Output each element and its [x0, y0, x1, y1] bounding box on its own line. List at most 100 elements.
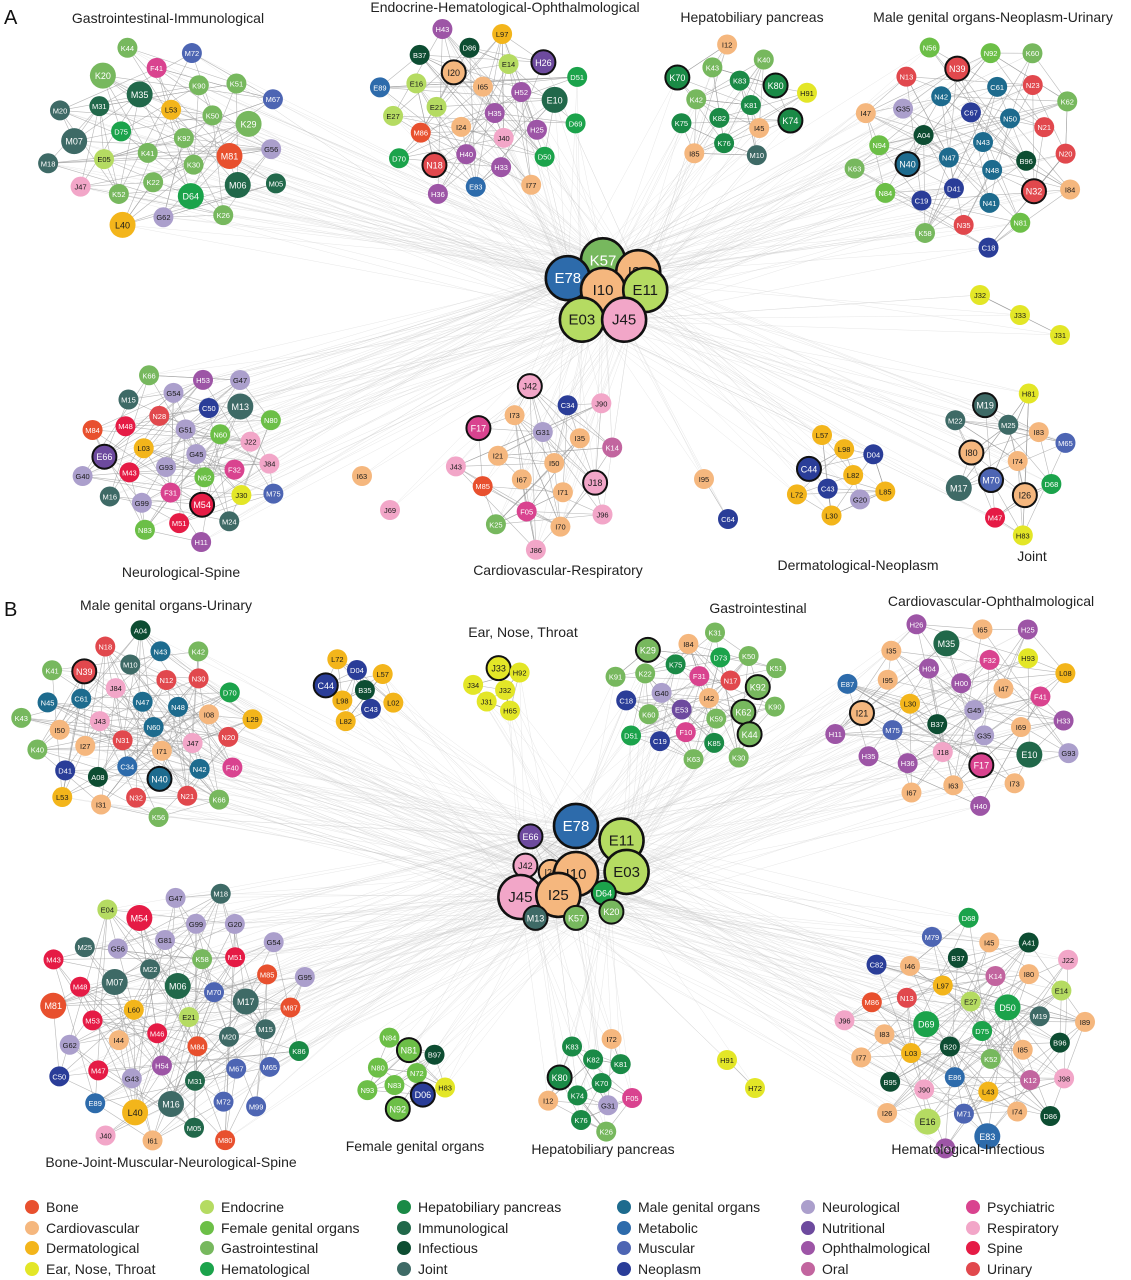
disease-node[interactable]: L98 [834, 439, 855, 460]
disease-node[interactable]: F17 [968, 752, 995, 779]
disease-node[interactable]: I73 [504, 405, 525, 426]
disease-node[interactable]: H11 [191, 532, 212, 553]
disease-node[interactable]: K81 [740, 95, 761, 115]
disease-node[interactable]: I42 [698, 688, 719, 708]
disease-node[interactable]: H53 [193, 369, 214, 390]
disease-node[interactable]: N31 [112, 730, 133, 751]
disease-node[interactable]: D68 [958, 907, 979, 928]
disease-node[interactable]: E21 [426, 96, 447, 117]
disease-node[interactable]: G81 [155, 930, 176, 951]
disease-node[interactable]: I70 [550, 516, 571, 537]
disease-node[interactable]: J40 [493, 127, 514, 148]
disease-node[interactable]: M25 [998, 414, 1019, 435]
disease-node[interactable]: F05 [516, 501, 537, 522]
disease-node[interactable]: D70 [219, 682, 240, 703]
disease-node[interactable]: M84 [82, 419, 103, 440]
disease-node[interactable]: J22 [240, 431, 261, 452]
disease-node[interactable]: G93 [1058, 743, 1079, 764]
disease-node[interactable]: D50 [534, 146, 555, 167]
disease-node[interactable]: K31 [705, 622, 726, 643]
disease-node[interactable]: N13 [896, 66, 917, 87]
disease-node[interactable]: N18 [95, 636, 116, 657]
disease-node[interactable]: M17 [232, 988, 259, 1015]
disease-node[interactable]: I95 [694, 469, 714, 489]
disease-node[interactable]: L40 [122, 1099, 149, 1126]
disease-node[interactable]: J69 [380, 500, 400, 520]
disease-node[interactable]: K83 [729, 70, 750, 91]
disease-node[interactable]: G45 [964, 700, 985, 720]
disease-node[interactable]: M72 [181, 43, 202, 64]
disease-node[interactable]: K29 [235, 110, 262, 137]
disease-node[interactable]: G56 [261, 139, 282, 160]
disease-node[interactable]: I08 [198, 704, 219, 725]
disease-node[interactable]: D86 [1040, 1106, 1061, 1127]
disease-node[interactable]: M16 [99, 486, 120, 507]
disease-node[interactable]: A04 [130, 620, 151, 641]
disease-node[interactable]: E21 [178, 1007, 199, 1027]
disease-node[interactable]: M81 [40, 992, 67, 1019]
disease-node[interactable]: K25 [485, 514, 506, 535]
disease-node[interactable]: M19 [972, 392, 999, 419]
disease-node[interactable]: I44 [108, 1030, 129, 1051]
disease-node[interactable]: H52 [511, 81, 532, 102]
disease-node[interactable]: H25 [526, 119, 547, 140]
disease-node[interactable]: M16 [157, 1090, 184, 1117]
disease-node[interactable]: M81 [216, 142, 243, 169]
disease-node[interactable]: J96 [592, 504, 613, 525]
disease-node[interactable]: G35 [893, 98, 914, 119]
disease-node[interactable]: K90 [188, 75, 209, 96]
disease-node[interactable]: K82 [709, 107, 730, 128]
disease-node[interactable]: I50 [49, 719, 70, 740]
disease-node[interactable]: I63 [943, 775, 964, 796]
disease-node[interactable]: M06 [164, 972, 191, 999]
disease-node[interactable]: C34 [117, 756, 138, 777]
disease-node[interactable]: I26 [1011, 482, 1038, 509]
disease-node[interactable]: K29 [634, 636, 661, 663]
disease-node[interactable]: N47 [938, 147, 959, 168]
disease-node[interactable]: J33 [1010, 305, 1030, 325]
disease-node[interactable]: G35 [974, 725, 995, 746]
disease-node[interactable]: E89 [369, 77, 390, 98]
disease-node[interactable]: M86 [410, 122, 431, 143]
disease-node[interactable]: I46 [900, 955, 921, 976]
disease-node[interactable]: M24 [219, 511, 240, 532]
disease-node[interactable]: H26 [530, 49, 557, 76]
disease-node[interactable]: N21 [177, 785, 198, 806]
disease-node[interactable]: C19 [649, 731, 670, 752]
disease-node[interactable]: D51 [621, 725, 642, 746]
disease-node[interactable]: H83 [1012, 525, 1033, 546]
disease-node[interactable]: F32 [979, 649, 1000, 670]
disease-node[interactable]: G45 [186, 444, 207, 464]
disease-node[interactable]: N35 [953, 214, 974, 235]
disease-node[interactable]: M31 [185, 1070, 206, 1091]
disease-node[interactable]: B35 [354, 680, 375, 700]
disease-node[interactable]: M43 [119, 462, 140, 483]
disease-node[interactable]: K91 [605, 666, 626, 687]
disease-node[interactable]: K56 [148, 806, 169, 827]
disease-node[interactable]: M07 [61, 128, 88, 155]
disease-node[interactable]: D41 [55, 760, 76, 781]
disease-node[interactable]: N83 [384, 1075, 405, 1096]
disease-node[interactable]: N42 [189, 758, 210, 779]
disease-node[interactable]: B37 [947, 947, 968, 968]
disease-node[interactable]: M85 [472, 476, 493, 497]
disease-node[interactable]: D50 [994, 994, 1021, 1021]
disease-node[interactable]: H91 [796, 82, 817, 103]
disease-node[interactable]: F31 [689, 666, 710, 687]
disease-node[interactable]: F32 [224, 459, 245, 480]
disease-node[interactable]: M84 [187, 1036, 208, 1057]
disease-node[interactable]: C43 [360, 698, 381, 719]
disease-node[interactable]: M22 [945, 410, 966, 431]
disease-node[interactable]: L82 [843, 465, 864, 485]
disease-node[interactable]: M06 [224, 172, 251, 199]
disease-node[interactable]: B37 [927, 714, 948, 735]
disease-node[interactable]: N43 [150, 641, 171, 662]
disease-node[interactable]: H92 [509, 662, 530, 683]
disease-node[interactable]: L30 [900, 693, 921, 714]
disease-node[interactable]: G20 [849, 489, 870, 510]
disease-node[interactable]: M51 [225, 947, 246, 968]
disease-node[interactable]: L82 [335, 711, 356, 732]
disease-node[interactable]: M72 [213, 1091, 234, 1112]
disease-node[interactable]: L30 [821, 505, 842, 526]
disease-node[interactable]: K58 [192, 949, 213, 970]
